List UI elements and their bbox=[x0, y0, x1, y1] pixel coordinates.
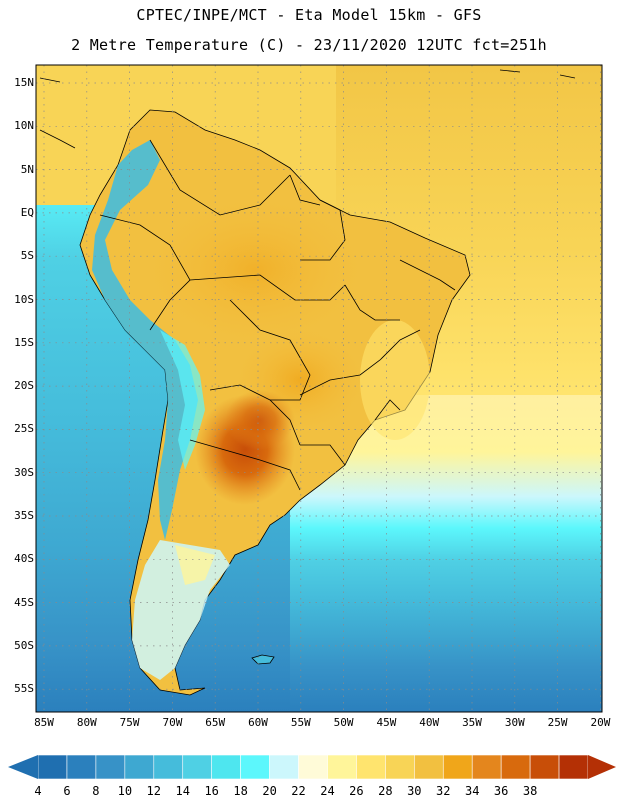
colorbar-swatch bbox=[124, 754, 155, 780]
colorbar-swatch bbox=[471, 754, 502, 780]
lon-label: 80W bbox=[76, 716, 97, 729]
colorbar-swatch bbox=[442, 754, 473, 780]
colorbar-swatch bbox=[66, 754, 97, 780]
colorbar-swatch bbox=[298, 754, 328, 780]
lat-label: 55S bbox=[14, 682, 34, 696]
lat-label: 40S bbox=[14, 552, 34, 566]
hot-zone-north-argentina bbox=[225, 390, 295, 450]
colorbar-tick-label: 20 bbox=[262, 784, 277, 798]
lon-label: 20W bbox=[590, 716, 611, 729]
colorbar-tick-label: 16 bbox=[204, 784, 219, 798]
colorbar-tick-label: 12 bbox=[146, 784, 161, 798]
colorbar-tick-label: 36 bbox=[493, 784, 509, 798]
lat-label: 20S bbox=[14, 379, 34, 393]
falkland-islands bbox=[251, 654, 275, 665]
lon-label: 45W bbox=[376, 716, 397, 729]
lat-label: 50S bbox=[14, 638, 34, 652]
colorbar-left-arrow bbox=[8, 755, 38, 779]
lat-label: 25S bbox=[14, 422, 34, 436]
lat-label: 5S bbox=[20, 249, 34, 263]
colorbar-swatch bbox=[153, 754, 184, 780]
mild-zone-east-coast bbox=[360, 320, 430, 440]
lat-label: 10S bbox=[14, 292, 34, 306]
colorbar bbox=[8, 754, 616, 780]
warm-zone-amazon bbox=[135, 190, 375, 350]
lat-label: 15N bbox=[14, 76, 34, 89]
colorbar-tick-label: 10 bbox=[117, 784, 133, 798]
lon-label: 25W bbox=[547, 716, 568, 729]
lat-label: 30S bbox=[14, 465, 34, 479]
colorbar-tick-label: 34 bbox=[464, 784, 480, 798]
lon-label: 70W bbox=[162, 716, 183, 729]
title-line-1: CPTEC/INPE/MCT - Eta Model 15km - GFS bbox=[136, 6, 482, 24]
colorbar-swatch bbox=[414, 754, 444, 780]
colorbar-swatch bbox=[558, 754, 589, 780]
colorbar-tick-label: 26 bbox=[349, 784, 364, 798]
colorbar-tick-label: 6 bbox=[63, 784, 71, 798]
lat-label: 15S bbox=[14, 335, 34, 349]
lon-label: 75W bbox=[119, 716, 140, 729]
colorbar-swatch bbox=[529, 754, 560, 780]
title-line-2: 2 Metre Temperature (C) - 23/11/2020 12U… bbox=[71, 36, 547, 54]
colorbar-tick-label: 32 bbox=[436, 784, 451, 798]
colorbar-tick-label: 24 bbox=[320, 784, 335, 798]
lon-label: 85W bbox=[34, 716, 54, 729]
lon-label: 60W bbox=[248, 716, 268, 729]
caribbean-islands bbox=[39, 69, 576, 149]
lat-label: EQ bbox=[20, 205, 34, 219]
colorbar-tick-label: 18 bbox=[233, 784, 248, 798]
colorbar-swatch bbox=[269, 754, 299, 780]
colorbar-right-arrow bbox=[588, 755, 616, 779]
lat-label: 5N bbox=[20, 162, 34, 176]
colorbar-tick-label: 38 bbox=[522, 784, 538, 798]
lon-label: 40W bbox=[419, 716, 440, 729]
colorbar-tick-label: 14 bbox=[175, 784, 190, 798]
colorbar-swatch bbox=[500, 754, 531, 780]
colorbar-swatch bbox=[327, 754, 357, 780]
lat-label: 35S bbox=[14, 509, 34, 522]
andes-highlands bbox=[160, 330, 205, 470]
colorbar-swatch bbox=[211, 754, 241, 780]
colorbar-tick-label: 22 bbox=[291, 784, 306, 798]
lat-label: 45S bbox=[14, 595, 34, 609]
colorbar-tick-label: 28 bbox=[378, 784, 393, 798]
colorbar-tick-label: 8 bbox=[92, 784, 100, 798]
lon-label: 30W bbox=[504, 716, 525, 729]
colorbar-swatch bbox=[356, 754, 386, 780]
map-frame bbox=[35, 64, 603, 713]
colorbar-tick-label: 30 bbox=[407, 784, 422, 798]
colorbar-swatch bbox=[95, 754, 126, 780]
lon-label: 35W bbox=[462, 716, 482, 729]
colorbar-swatch bbox=[37, 754, 68, 780]
lat-label: 10N bbox=[14, 119, 34, 133]
lon-label: 50W bbox=[333, 716, 354, 729]
patagonia-mild-patch bbox=[175, 545, 215, 585]
lon-label: 65W bbox=[205, 716, 226, 729]
colorbar-swatch bbox=[240, 754, 270, 780]
colorbar-tick-label: 4 bbox=[34, 784, 42, 798]
colorbar-swatch bbox=[182, 754, 212, 780]
country-borders bbox=[99, 139, 456, 491]
lon-label: 55W bbox=[290, 716, 311, 729]
colorbar-swatch bbox=[385, 754, 415, 780]
andes-cold-band bbox=[92, 140, 198, 540]
